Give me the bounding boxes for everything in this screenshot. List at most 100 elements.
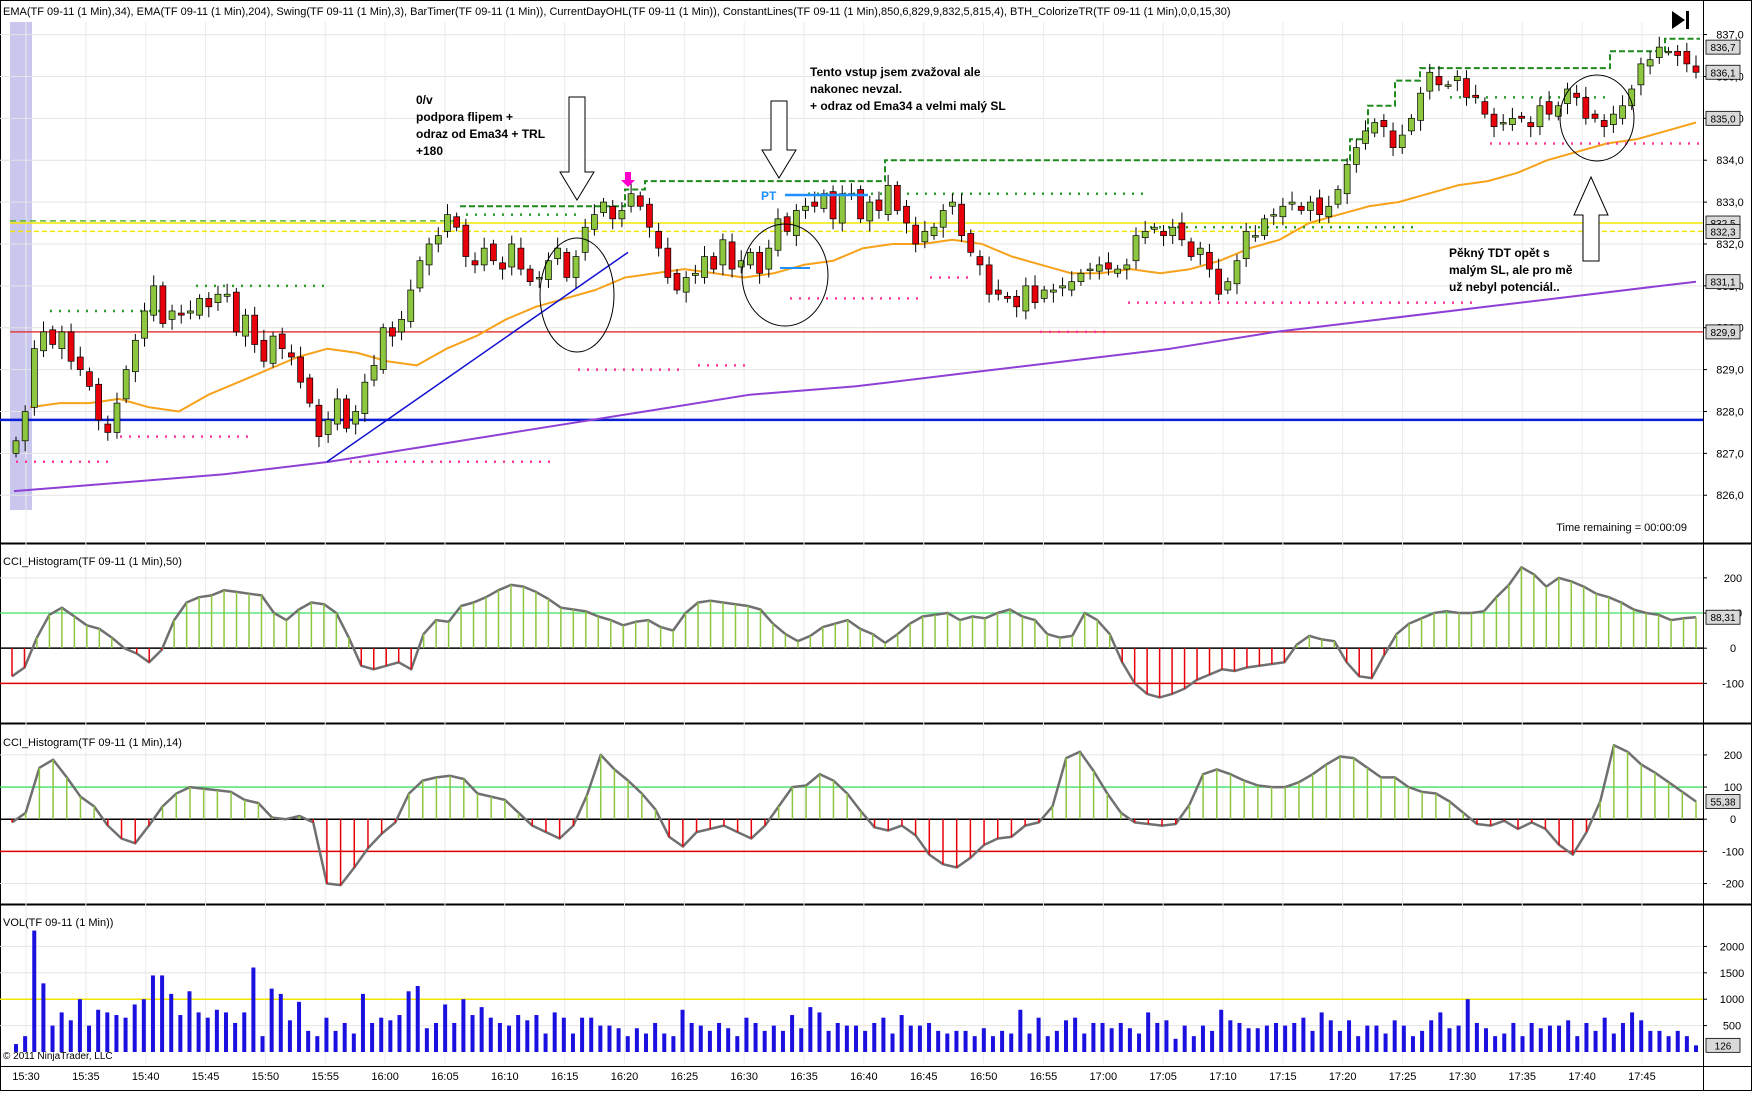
- candle-body: [453, 216, 461, 228]
- volume-title: VOL(TF 09-11 (1 Min)): [3, 917, 113, 929]
- candle-body: [1536, 105, 1544, 128]
- candle-body: [1444, 84, 1452, 87]
- candle-body: [1242, 231, 1250, 259]
- candle-body: [1233, 260, 1241, 285]
- x-tick-label: 15:55: [311, 1071, 339, 1083]
- candle-body: [480, 247, 488, 266]
- candle-body: [1490, 113, 1498, 128]
- volume-bar: [1347, 1020, 1352, 1052]
- volume-bar: [1064, 1020, 1068, 1052]
- volume-bar: [1456, 1025, 1461, 1052]
- candle-body: [490, 243, 497, 262]
- candle-body: [416, 260, 424, 289]
- candle-body: [517, 247, 525, 270]
- volume-bar: [1575, 1036, 1580, 1052]
- volume-bar: [1200, 1025, 1205, 1052]
- volume-bar: [726, 1028, 731, 1052]
- candle-body: [1160, 231, 1167, 236]
- volume-bar: [735, 1036, 740, 1052]
- volume-bar: [1584, 1022, 1589, 1052]
- candle-body: [1545, 101, 1553, 115]
- ema204-line: [13, 280, 1697, 493]
- volume-bar: [1274, 1022, 1278, 1052]
- volume-bar: [32, 930, 37, 1052]
- volume-bar: [497, 1022, 502, 1052]
- candle-body: [31, 348, 38, 408]
- x-tick-label: 16:55: [1030, 1071, 1058, 1083]
- volume-bar: [242, 1012, 247, 1052]
- candle-body: [1132, 235, 1140, 262]
- volume-bar: [507, 1025, 512, 1052]
- candle-body: [297, 356, 304, 383]
- candle-body: [737, 260, 745, 268]
- candle-body: [710, 256, 718, 270]
- volume-bar: [1365, 1025, 1370, 1052]
- candle-body: [1050, 289, 1057, 293]
- volume-bar: [835, 1022, 840, 1052]
- candle-body: [361, 381, 369, 414]
- candle-body: [903, 205, 910, 224]
- annotation-line: + odraz od Ema34 a velmi malý SL: [810, 99, 1006, 113]
- volume-bar: [516, 1015, 521, 1052]
- volume-bar: [799, 1028, 804, 1052]
- candle-body: [12, 440, 20, 454]
- candle-body: [168, 310, 176, 320]
- volume-bar: [1356, 1036, 1361, 1052]
- candle-body: [1031, 285, 1039, 303]
- trendline: [326, 251, 629, 463]
- candle-body: [1380, 120, 1388, 128]
- time-remaining-label: Time remaining = 00:00:09: [1556, 522, 1687, 534]
- volume-bar: [1566, 1020, 1571, 1052]
- volume-bar: [23, 1036, 28, 1052]
- volume-bar: [890, 1033, 895, 1052]
- y-tick-label: -100: [1722, 678, 1744, 690]
- last-value-box: [1705, 1037, 1741, 1053]
- candle-body: [545, 260, 552, 280]
- candle-body: [1352, 147, 1360, 165]
- cci-line: [11, 744, 1697, 887]
- volume-bar: [1228, 1020, 1233, 1052]
- y-tick-label: -200: [1722, 879, 1744, 891]
- candle-body: [1591, 113, 1599, 119]
- x-tick-label: 17:30: [1449, 1071, 1477, 1083]
- annotation-skip-note: Tento vstup jsem zvažoval ale nakonec ne…: [810, 65, 1006, 113]
- volume-bar: [598, 1025, 603, 1052]
- volume-bar: [1484, 1028, 1488, 1052]
- candle-body: [1435, 76, 1443, 86]
- end-bar-icon: [1686, 11, 1689, 29]
- cci-line: [11, 566, 1697, 699]
- candle-body: [609, 205, 617, 220]
- volume-bar: [1255, 1028, 1260, 1052]
- candle-body: [526, 268, 534, 283]
- volume-bar: [224, 1012, 228, 1052]
- x-tick-label: 16:20: [611, 1071, 639, 1083]
- volume-bar: [698, 1025, 703, 1052]
- price-marker-box: [1705, 324, 1741, 340]
- volume-bar: [607, 1025, 612, 1052]
- y-tick-label: 100: [1724, 782, 1742, 794]
- candle-body: [434, 235, 442, 245]
- volume-bar: [1146, 1012, 1151, 1052]
- candle-body: [563, 251, 571, 278]
- candle-body: [1573, 92, 1581, 98]
- y-tick-label: 827,0: [1716, 448, 1744, 460]
- candle-body: [1499, 122, 1507, 125]
- volume-bar: [397, 1015, 402, 1052]
- y-tick-label: 832,0: [1716, 239, 1744, 251]
- candle-body: [838, 193, 846, 224]
- candle-body: [389, 327, 396, 337]
- x-tick-label: 16:15: [551, 1071, 579, 1083]
- volume-bar: [680, 1009, 685, 1052]
- volume-bar: [132, 1004, 137, 1052]
- volume-bar: [1438, 1012, 1443, 1052]
- candle-body: [269, 335, 277, 364]
- volume-bar: [333, 1030, 338, 1052]
- last-value-box: [1705, 609, 1741, 625]
- candle-body: [232, 291, 240, 333]
- y-tick-label: 826,0: [1716, 490, 1744, 502]
- candle-body: [967, 233, 975, 253]
- volume-bar: [1027, 1033, 1032, 1052]
- candle-body: [1040, 289, 1048, 299]
- y-tick-label: 0: [1730, 814, 1736, 826]
- price-marker-label: 829,9: [1710, 328, 1735, 339]
